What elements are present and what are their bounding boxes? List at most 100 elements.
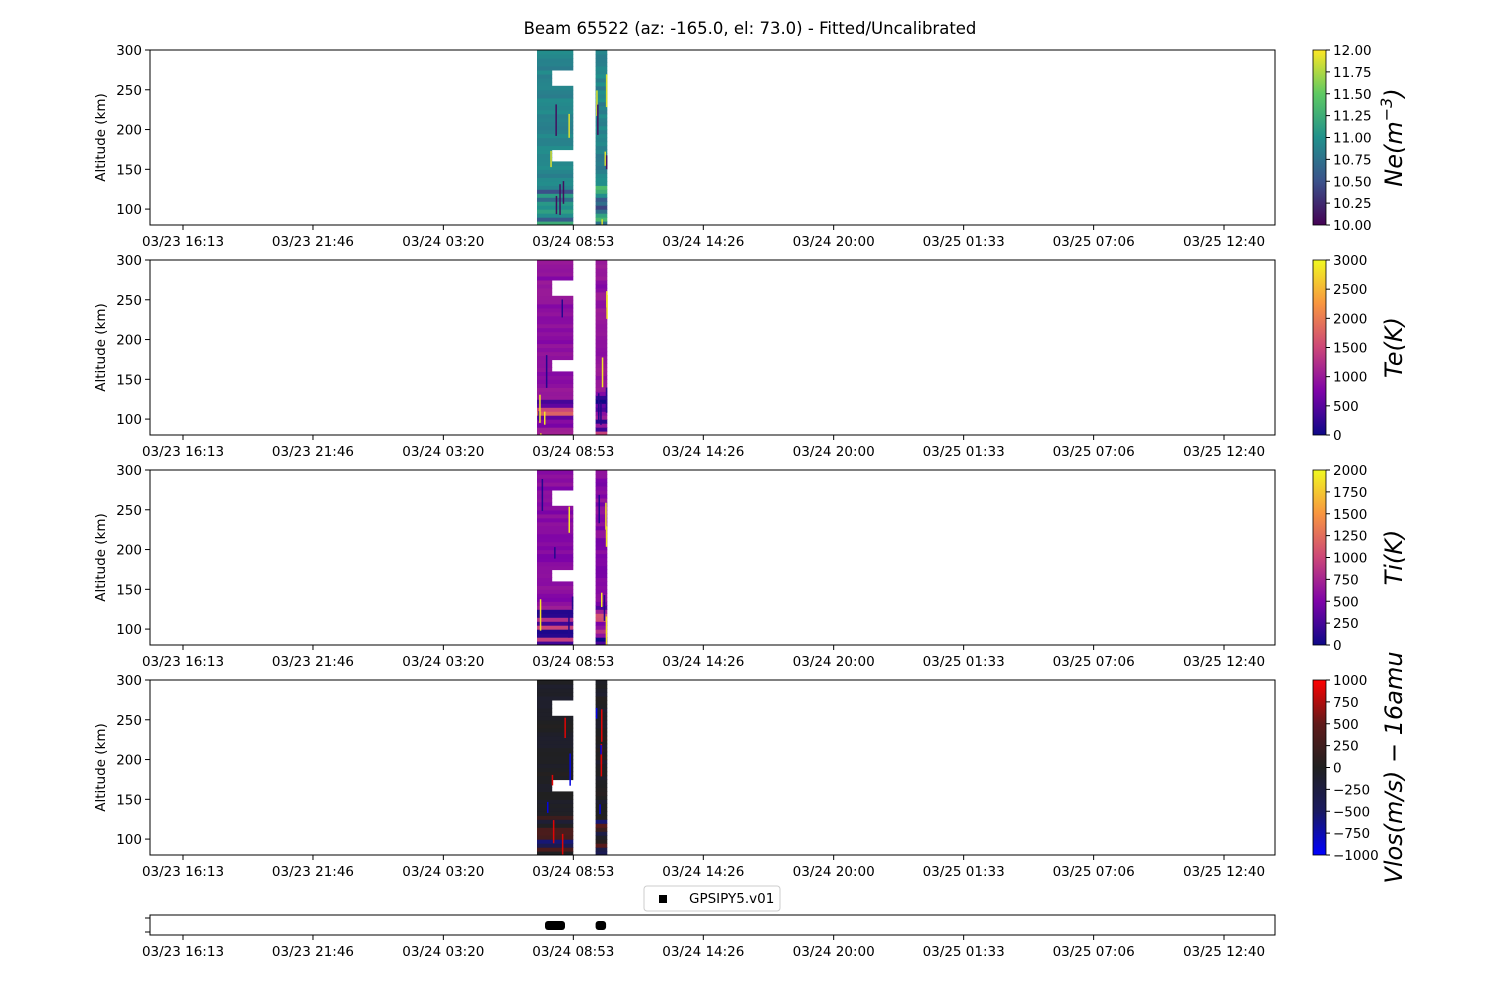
ytick-label: 200	[116, 123, 142, 139]
data-cell	[595, 205, 608, 210]
data-cell	[595, 375, 608, 380]
data-cell	[537, 117, 574, 123]
xtick-label: 03/24 03:20	[402, 444, 484, 460]
data-cell	[537, 731, 574, 737]
data-cell	[595, 383, 608, 388]
data-cell	[537, 537, 574, 543]
data-cell	[537, 703, 553, 709]
colorbar-tick-label: 2500	[1333, 282, 1367, 298]
data-cell	[537, 589, 574, 594]
data-cell	[595, 699, 608, 705]
ytick-label: 100	[116, 622, 142, 638]
data-cell	[595, 775, 608, 781]
data-cell	[595, 537, 608, 543]
data-cell	[537, 573, 553, 578]
data-cell	[595, 77, 608, 83]
y-axis-label: Altitude (km)	[93, 723, 109, 812]
data-cell	[537, 803, 574, 808]
data-cell	[537, 157, 553, 162]
legend-marker	[659, 895, 667, 903]
data-cell	[595, 303, 608, 309]
data-cell	[537, 711, 553, 717]
colorbar-ti	[1312, 469, 1327, 646]
xtick-label: 03/24 08:53	[532, 444, 614, 460]
xtick-label: 03/24 14:26	[662, 654, 744, 670]
data-cell	[537, 831, 574, 836]
data-cell	[537, 827, 574, 832]
colorbar-tick-label: 500	[1333, 594, 1359, 610]
data-cell	[537, 181, 574, 186]
data-cell	[595, 117, 608, 123]
legend-box	[643, 885, 781, 912]
data-cell	[537, 799, 574, 804]
ytick-label: 100	[116, 202, 142, 218]
colorbar-tick-label: 10.00	[1333, 218, 1372, 234]
data-cell	[537, 431, 574, 435]
ytick-label: 300	[116, 253, 142, 269]
xtick-label: 03/25 12:40	[1183, 444, 1265, 460]
data-cell	[595, 323, 608, 329]
data-streak	[538, 411, 540, 422]
data-cell	[595, 279, 608, 285]
data-cell	[537, 173, 574, 178]
data-streak	[564, 717, 566, 738]
data-streak	[603, 595, 606, 621]
data-cell	[595, 621, 608, 626]
data-cell	[537, 501, 553, 507]
xtick-label: 03/25 12:40	[1183, 234, 1265, 250]
data-cell	[537, 517, 574, 523]
data-cell	[537, 541, 574, 547]
data-cell	[537, 399, 574, 404]
ytick-label: 150	[116, 582, 142, 598]
data-cell	[537, 89, 574, 95]
data-cells-vlos	[537, 680, 608, 855]
xtick-label: 03/23 16:13	[142, 444, 224, 460]
xtick-label: 03/25 07:06	[1053, 944, 1135, 960]
data-cell	[537, 811, 574, 816]
data-cell	[595, 561, 608, 567]
data-cell	[537, 617, 574, 622]
data-cell	[537, 489, 553, 495]
data-streak	[600, 746, 603, 777]
data-cell	[595, 307, 608, 313]
data-streak	[559, 184, 561, 215]
data-cell	[537, 73, 553, 79]
ytick-label: 300	[116, 673, 142, 689]
xtick-label: 03/24 03:20	[402, 864, 484, 880]
data-cell	[595, 779, 608, 784]
data-cell	[537, 613, 574, 618]
data-cell	[595, 287, 608, 293]
data-streak	[598, 494, 600, 524]
data-streak	[539, 599, 542, 631]
colorbar-label-tail: )	[1380, 88, 1408, 99]
data-cell	[595, 625, 608, 630]
data-cell	[537, 557, 574, 563]
data-cell	[595, 684, 608, 689]
data-cell	[595, 121, 608, 127]
xtick-label: 03/23 16:13	[142, 234, 224, 250]
data-cell	[537, 684, 574, 689]
ytick-label: 200	[116, 753, 142, 769]
data-cell	[537, 835, 574, 840]
data-cell	[537, 715, 574, 721]
panel-ne: 100 150 200 250 300 Altitude (km) 03/23 16:13 0…	[93, 43, 1408, 250]
data-cell	[537, 767, 574, 773]
colorbar-te	[1312, 259, 1327, 436]
data-cell	[595, 485, 608, 491]
data-cell	[537, 415, 574, 420]
data-cell	[537, 58, 574, 63]
data-cell	[595, 474, 608, 479]
data-cell	[537, 815, 574, 820]
xtick-label: 03/23 21:46	[272, 944, 354, 960]
data-cell	[595, 145, 608, 151]
data-cell	[537, 795, 574, 800]
colorbar-tick-label: 12.00	[1333, 43, 1372, 59]
data-cell	[537, 165, 574, 170]
data-cell	[595, 811, 608, 816]
data-cell	[537, 275, 574, 281]
data-streak	[601, 357, 604, 388]
data-streak	[605, 387, 608, 413]
data-streak	[598, 393, 600, 422]
data-cell	[537, 283, 553, 289]
